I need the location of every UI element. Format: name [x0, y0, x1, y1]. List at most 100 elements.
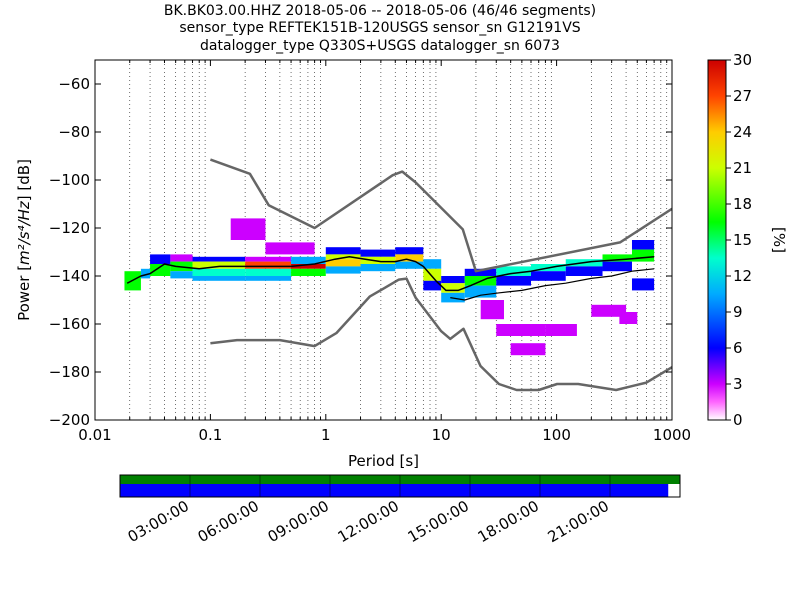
psd-density-layer [124, 218, 655, 356]
timeline-tick-label: 06:00:00 [195, 497, 262, 546]
density-cell [545, 324, 577, 336]
x-axis-ticks: 0.01 0.1 1 10 100 1000 [78, 60, 691, 444]
chart-title-line-1: BK.BK03.00.HHZ 2018-05-06 -- 2018-05-06 … [163, 3, 597, 19]
density-cell [245, 268, 292, 276]
density-cell [395, 261, 424, 269]
density-cell [480, 300, 504, 320]
density-cell [170, 254, 193, 262]
density-cell [602, 254, 632, 262]
colorbar-tick-label: 6 [733, 339, 743, 357]
colorbar-tick-label: 27 [733, 87, 752, 105]
timeline-tick-label: 03:00:00 [125, 497, 192, 546]
y-axis-ticks: −60 −80 −100 −120 −140 −160 −180 −200 [49, 75, 672, 429]
density-cell [395, 254, 424, 262]
density-cell [245, 261, 292, 269]
colorbar-tick-label: 0 [733, 411, 743, 429]
density-cell [496, 266, 531, 276]
density-cell [150, 254, 171, 264]
plot-grid [129, 60, 668, 420]
colorbar-tick-label: 30 [733, 51, 752, 69]
y-tick-label: −100 [49, 171, 90, 189]
density-cell [291, 268, 326, 276]
density-cell [423, 280, 442, 291]
x-tick-label: 100 [542, 426, 571, 444]
density-cell [631, 278, 655, 291]
density-cell [150, 264, 171, 276]
plot-frame [94, 59, 673, 421]
density-cell [325, 247, 361, 255]
y-tick-label: −80 [58, 123, 90, 141]
timeline-tick-label: 18:00:00 [475, 497, 542, 546]
psd-lines-layer [126, 158, 672, 392]
density-cell [619, 312, 638, 324]
density-cell [140, 268, 151, 279]
density-cell [192, 261, 246, 269]
colorbar-tick-label: 15 [733, 231, 752, 249]
timeline-tick-label: 09:00:00 [265, 497, 332, 546]
series-line-median [126, 256, 655, 292]
density-cell [325, 266, 361, 274]
colorbar-tick-label: 3 [733, 375, 743, 393]
series-line-lower-edge [450, 268, 655, 301]
chart-title-line-2: sensor_type REFTEK151B-120USGS sensor_sn… [179, 20, 581, 36]
y-tick-label: −120 [49, 219, 90, 237]
x-tick-label: 0.1 [198, 426, 222, 444]
segment-timeline: 03:00:00 06:00:00 09:00:00 12:00:00 15:00:00… [119, 474, 681, 546]
density-cell [360, 249, 396, 257]
density-cell [510, 343, 546, 356]
density-cell [530, 271, 566, 281]
density-cell [395, 247, 424, 255]
density-cell [602, 261, 632, 272]
timeline-blue-bar [120, 484, 669, 497]
y-tick-label: −140 [49, 267, 90, 285]
timeline-tick-label: 21:00:00 [545, 497, 612, 546]
density-cell [192, 256, 246, 262]
density-cell [245, 276, 292, 281]
x-tick-label: 0.01 [78, 426, 111, 444]
density-cell [325, 259, 361, 267]
colorbar-tick-label: 18 [733, 195, 752, 213]
density-cell [631, 240, 655, 250]
density-cell [192, 268, 246, 276]
density-cell [496, 276, 531, 286]
density-cell [591, 304, 627, 317]
density-cell [423, 259, 442, 269]
density-cell [291, 256, 326, 264]
colorbar-tick-label: 12 [733, 267, 752, 285]
density-cell [192, 276, 246, 281]
colorbar-label: [%] [770, 227, 788, 253]
colorbar-tick-label: 9 [733, 303, 743, 321]
density-cell [170, 271, 193, 279]
colorbar-tick-label: 21 [733, 159, 752, 177]
y-tick-label: −60 [58, 75, 90, 93]
colorbar-tick-label: 24 [733, 123, 752, 141]
density-cell [441, 283, 465, 293]
chart-title-line-3: datalogger_type Q330S+USGS datalogger_sn… [200, 38, 560, 54]
series-line-noise-model-low [210, 277, 672, 392]
density-cell [464, 268, 497, 276]
y-axis-label: Power [m²/s⁴/Hz] [dB] [15, 159, 33, 321]
density-cell [291, 264, 326, 269]
timeline-tick-label: 12:00:00 [335, 497, 402, 546]
density-cell [325, 254, 361, 260]
series-line-noise-model-high [209, 158, 672, 273]
density-cell [360, 264, 396, 272]
density-cell [631, 249, 655, 262]
colorbar [707, 59, 727, 421]
density-cell [245, 256, 292, 262]
density-cell [441, 276, 465, 284]
y-tick-label: −160 [49, 315, 90, 333]
timeline-tick-label: 15:00:00 [405, 497, 472, 546]
x-tick-label: 1000 [653, 426, 691, 444]
density-cell [265, 242, 315, 255]
colorbar-ticks: 0 3 6 9 12 15 18 21 24 27 30 [726, 51, 752, 429]
y-tick-label: −180 [49, 363, 90, 381]
x-axis-label: Period [s] [348, 452, 419, 470]
density-cell [230, 218, 266, 240]
x-tick-label: 1 [321, 426, 331, 444]
density-cell [496, 324, 546, 336]
y-tick-label: −200 [49, 411, 90, 429]
x-tick-label: 10 [432, 426, 451, 444]
density-cell [565, 266, 603, 276]
